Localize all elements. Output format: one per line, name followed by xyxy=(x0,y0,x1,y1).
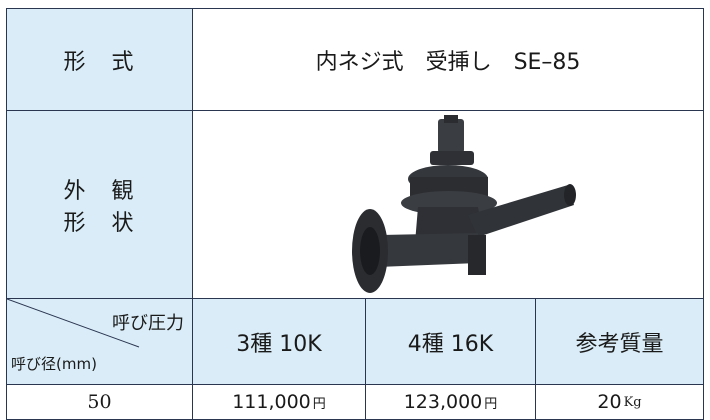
size: 50 xyxy=(87,391,112,413)
diagonal xyxy=(7,299,140,348)
header-text: 4種 16K xyxy=(407,331,494,357)
price: 123,000 xyxy=(403,391,483,413)
header-cell: 3種 10K xyxy=(192,298,366,385)
model-title: 内ネジ式 受挿し SE–85 xyxy=(315,49,581,75)
pressure-label: 呼び圧力 xyxy=(112,313,184,334)
unit: 円 xyxy=(484,396,498,412)
label-cell: 外 観 形 状 xyxy=(6,110,193,299)
header-text: 参考質量 xyxy=(575,331,664,357)
unit: 円 xyxy=(312,396,326,412)
weight: 20 xyxy=(597,391,622,413)
label-cell: 形 式 xyxy=(6,8,193,111)
appearance-label: 形 状 xyxy=(63,210,136,236)
price: 111,000 xyxy=(232,391,311,413)
corner-cell: 呼び圧力 呼び径(mm) xyxy=(6,298,193,385)
data-cell: 123,000 円 xyxy=(365,384,536,420)
valve-image xyxy=(352,114,576,293)
type-label: 形 式 xyxy=(63,49,136,75)
data-cell: 111,000 円 xyxy=(192,384,366,420)
data-cell: 20 Kg xyxy=(535,384,704,420)
appearance-label: 外 観 xyxy=(63,178,136,204)
title-cell: 内ネジ式 受挿し SE–85 xyxy=(192,8,704,111)
unit: Kg xyxy=(623,394,642,410)
header-cell: 4種 16K xyxy=(365,298,536,385)
data-cell: 50 xyxy=(6,384,193,420)
diameter-label: 呼び径(mm) xyxy=(11,355,97,373)
header-text: 3種 10K xyxy=(236,331,322,357)
header-cell: 参考質量 xyxy=(535,298,704,385)
image-cell xyxy=(192,110,704,299)
